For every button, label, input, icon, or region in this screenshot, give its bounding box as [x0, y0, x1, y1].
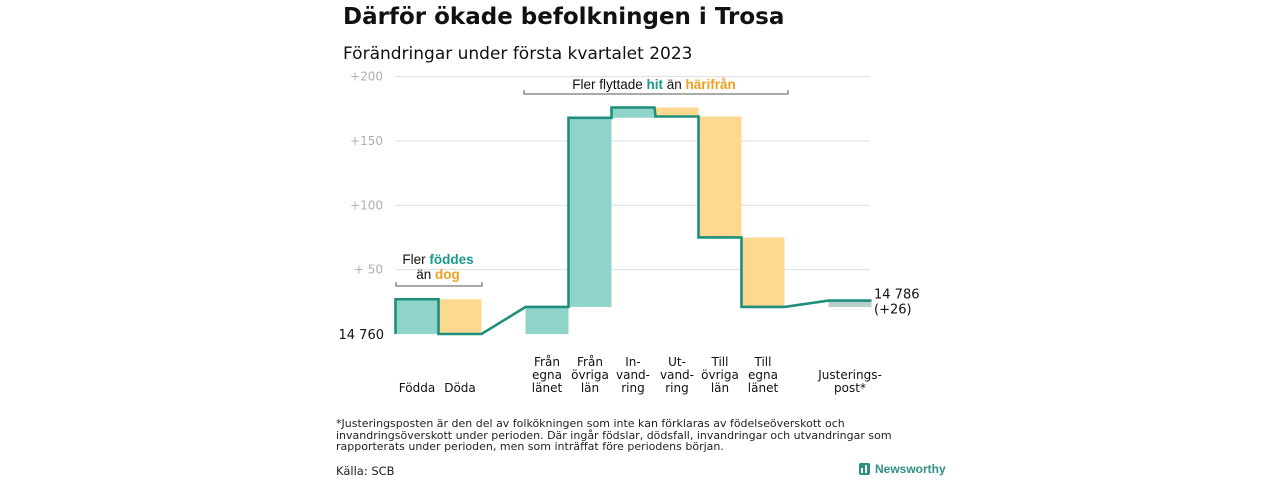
step-line — [394, 106, 872, 336]
bar-till-egna-lanet — [741, 237, 785, 307]
bar-utvandring — [655, 107, 699, 117]
annotation-births: Fler föddes — [402, 252, 473, 267]
footnote: *Justeringsposten är den del av folkökni… — [336, 417, 892, 454]
source-label: Källa: SCB — [336, 464, 395, 478]
bar-fodda — [395, 299, 439, 334]
waterfall-chart: + 50 +100 +150 +200 14 760 14 786(+26) Födda Dö… — [339, 70, 920, 395]
bar-justeringspost — [828, 300, 872, 307]
bar-invandring — [611, 107, 655, 118]
bar-chart-icon — [859, 463, 870, 475]
y-tick-label: +150 — [350, 134, 383, 148]
y-tick-label: + 50 — [354, 263, 383, 277]
bar-fran-ovriga-lan — [568, 117, 612, 307]
category-label: Ut-vand-ring — [660, 355, 694, 395]
category-label: In-vand-ring — [616, 355, 650, 395]
bar-doda — [438, 299, 482, 334]
annotation-migration: Fler flyttade hit än härifrån — [572, 77, 736, 92]
category-label: Födda — [399, 381, 435, 395]
y-tick-label: +200 — [350, 70, 383, 84]
baseline-label: 14 760 — [339, 328, 385, 343]
brand-name: Newsworthy — [875, 462, 946, 476]
category-label: Till egna länet — [748, 355, 779, 395]
annotation-bracket — [395, 282, 483, 287]
brand-logo: Newsworthy — [859, 462, 946, 476]
chart-subtitle: Förändringar under första kvartalet 2023 — [343, 44, 693, 64]
category-label: Till övriga län — [701, 355, 739, 395]
category-label: Från egna länet — [532, 355, 563, 395]
annotation-bracket — [523, 90, 789, 95]
category-label: Döda — [444, 381, 476, 395]
bar-till-ovriga-lan — [698, 116, 742, 238]
end-change-label: (+26) — [874, 303, 912, 318]
annotation-births: än dog — [416, 267, 460, 282]
category-label: Från övriga län — [571, 355, 609, 395]
end-value-label: 14 786 — [874, 288, 920, 303]
y-tick-label: +100 — [350, 198, 383, 212]
bar-fran-egna-lanet — [525, 306, 569, 334]
category-label: Justerings-post* — [817, 368, 882, 395]
chart-title: Därför ökade befolkningen i Trosa — [343, 4, 785, 30]
